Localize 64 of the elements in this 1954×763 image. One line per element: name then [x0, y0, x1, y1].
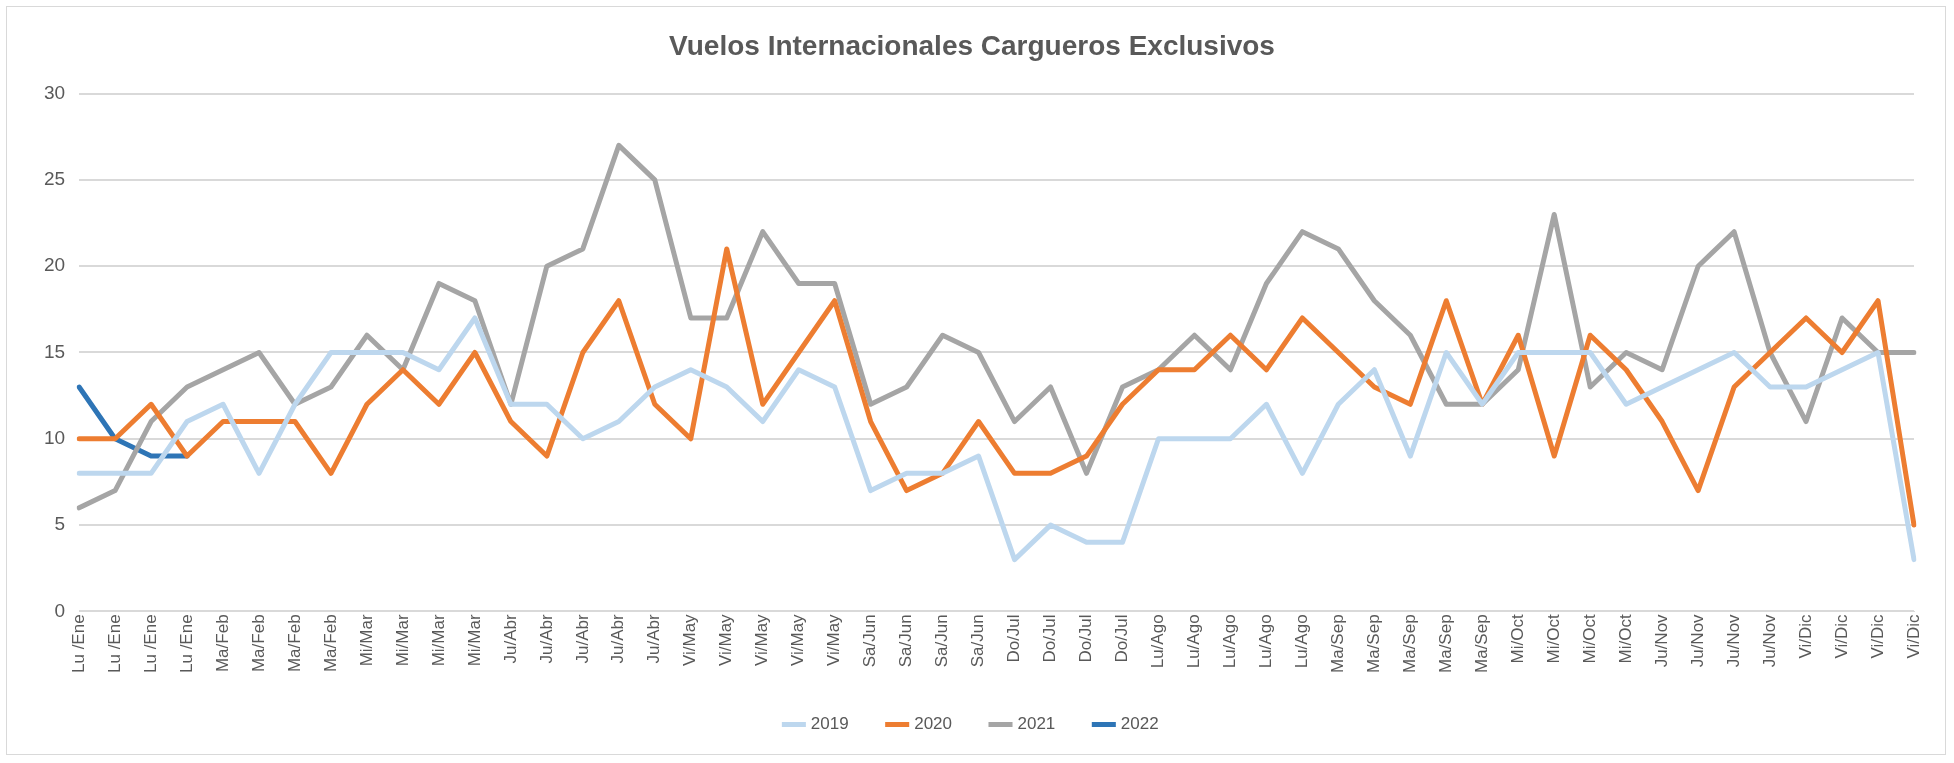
y-tick-label: 20	[43, 254, 66, 276]
x-tick-label: Ma/Sep	[1471, 614, 1491, 673]
x-tick-label: Mi/Mar	[392, 614, 412, 667]
y-tick-label: 15	[43, 340, 66, 362]
x-tick-label: Ma/Feb	[284, 614, 304, 673]
x-tick-label: Ma/Feb	[248, 614, 268, 673]
x-tick-label: Lu /Ene	[176, 614, 196, 674]
x-tick-label: Vi/Dic	[1867, 613, 1887, 659]
x-tick-label: Do/Jul	[1004, 614, 1024, 663]
y-tick-label: 0	[54, 599, 66, 621]
x-tick-label: Vi/May	[716, 613, 736, 667]
legend-label: 2019	[810, 714, 849, 734]
x-tick-label: Vi/Dic	[1831, 613, 1851, 659]
x-tick-label: Mi/Mar	[356, 614, 376, 667]
x-tick-label: Ju/Nov	[1723, 613, 1743, 668]
x-tick-label: Ma/Sep	[1364, 614, 1384, 673]
x-tick-label: Vi/May	[788, 613, 808, 667]
x-tick-label: Lu /Ene	[68, 614, 88, 674]
legend-label: 2020	[914, 714, 953, 734]
chart-title: Vuelos Internacionales Cargueros Exclusivos	[669, 29, 1275, 61]
y-tick-label: 10	[43, 427, 66, 449]
x-tick-label: Ju/Abr	[608, 614, 628, 664]
x-tick-label: Lu/Ago	[1292, 614, 1312, 669]
x-tick-label: Sa/Jun	[932, 614, 952, 668]
y-tick-label: 25	[43, 168, 66, 190]
x-tick-label: Ma/Sep	[1435, 614, 1455, 673]
y-tick-label: 5	[54, 513, 66, 535]
x-tick-label: Ju/Abr	[572, 614, 592, 664]
x-tick-label: Mi/Oct	[1543, 614, 1563, 664]
x-tick-label: Vi/Dic	[1903, 613, 1923, 659]
x-tick-label: Ju/Abr	[644, 614, 664, 664]
x-tick-label: Ma/Sep	[1328, 614, 1348, 673]
x-tick-label: Ju/Nov	[1759, 613, 1779, 668]
x-tick-label: Mi/Oct	[1507, 614, 1527, 664]
x-tick-label: Mi/Mar	[428, 614, 448, 667]
x-tick-label: Ju/Abr	[536, 614, 556, 664]
legend-label: 2022	[1120, 714, 1159, 734]
x-tick-label: Do/Jul	[1112, 614, 1132, 663]
x-tick-label: Lu/Ago	[1148, 614, 1168, 669]
x-tick-label: Sa/Jun	[896, 614, 916, 668]
x-tick-label: Sa/Jun	[968, 614, 988, 668]
x-tick-label: Ma/Sep	[1400, 614, 1419, 673]
x-tick-label: Vi/May	[824, 613, 844, 667]
x-tick-label: Lu/Ago	[1220, 614, 1240, 669]
x-tick-label: Vi/May	[752, 613, 772, 667]
x-tick-label: Ma/Feb	[320, 614, 340, 673]
x-tick-label: Mi/Oct	[1579, 614, 1599, 664]
x-tick-label: Lu/Ago	[1256, 614, 1276, 669]
x-tick-label: Mi/Oct	[1615, 614, 1635, 664]
x-tick-label: Lu /Ene	[140, 614, 160, 674]
x-tick-label: Sa/Jun	[860, 614, 880, 668]
x-tick-label: Mi/Mar	[464, 614, 484, 667]
x-tick-label: Do/Jul	[1076, 614, 1096, 663]
legend-label: 2021	[1017, 714, 1056, 734]
x-tick-label: Vi/May	[680, 613, 700, 667]
x-tick-label: Ma/Feb	[212, 614, 232, 673]
x-tick-label: Lu/Ago	[1184, 614, 1204, 669]
x-tick-label: Ju/Nov	[1687, 613, 1707, 668]
y-tick-label: 30	[43, 81, 66, 103]
x-tick-label: Vi/Dic	[1795, 613, 1815, 659]
x-tick-label: Ju/Nov	[1651, 613, 1671, 668]
x-tick-label: Ju/Abr	[500, 614, 520, 664]
x-tick-label: Lu /Ene	[104, 614, 124, 674]
x-tick-label: Do/Jul	[1040, 614, 1060, 663]
